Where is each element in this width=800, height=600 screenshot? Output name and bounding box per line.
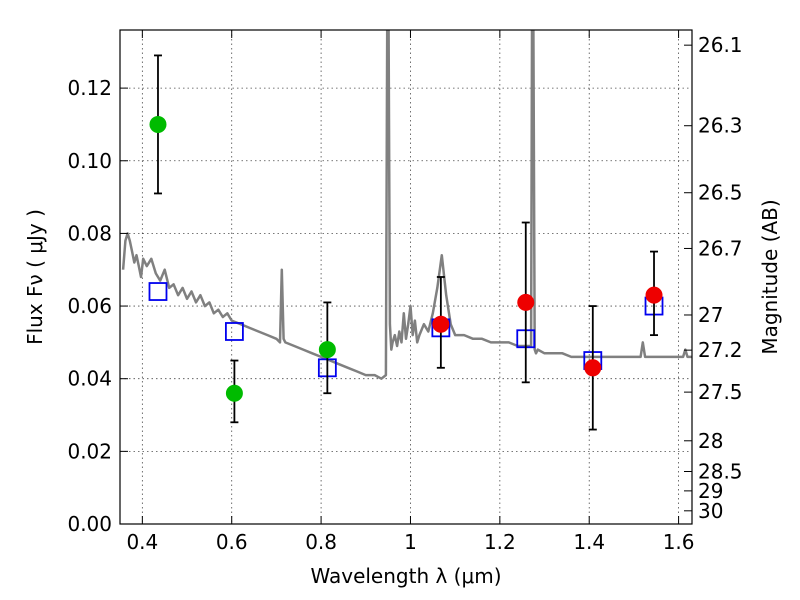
data-point	[517, 293, 535, 311]
x-tick-label: 1.4	[573, 530, 605, 554]
y-axis-label: Flux Fν ( μJy )	[23, 209, 47, 345]
magnitude-tick-label: 29	[698, 479, 723, 503]
y-tick-label: 0.08	[67, 221, 112, 245]
magnitude-tick-label: 30	[698, 499, 723, 523]
y-tick-label: 0.10	[67, 149, 112, 173]
grid-layer	[120, 30, 692, 525]
data-point	[584, 359, 602, 377]
y-tick-label: 0.02	[67, 439, 112, 463]
data-point	[432, 315, 450, 333]
y-tick-label: 0.12	[67, 76, 112, 100]
magnitude-tick-label: 27.5	[698, 380, 743, 404]
magnitude-tick-label: 26.1	[698, 33, 743, 57]
magnitude-tick-label: 28.5	[698, 459, 743, 483]
x-tick-label: 1.2	[484, 530, 516, 554]
model-spectrum-line	[121, 30, 692, 380]
y-tick-label: 0.06	[67, 294, 112, 318]
magnitude-axis-label: Magnitude (AB)	[758, 199, 782, 354]
data-point	[149, 115, 167, 133]
data-points-layer	[148, 54, 664, 431]
x-tick-label: 0.6	[216, 530, 248, 554]
magnitude-tick-label: 26.7	[698, 236, 743, 260]
magnitude-tick-label: 26.5	[698, 181, 743, 205]
x-tick-label: 0.4	[126, 530, 158, 554]
y-tick-label: 0.04	[67, 367, 112, 391]
x-tick-label: 1	[404, 530, 417, 554]
model-photometry-point	[148, 282, 168, 301]
model-photometry-point	[224, 322, 244, 341]
axes-layer: 0.4 0.6 0.8 1 1.2 1.4 1.6 0.00 0.02 0.04 0.06 0.08 0…	[67, 29, 743, 554]
magnitude-tick-label: 27	[698, 303, 723, 327]
x-tick-label: 0.8	[305, 530, 337, 554]
y-tick-label: 0.00	[67, 512, 112, 536]
x-axis-label: Wavelength λ (μm)	[310, 564, 501, 588]
x-tick-label: 1.6	[663, 530, 695, 554]
magnitude-tick-label: 28	[698, 429, 723, 453]
plot-frame	[119, 29, 693, 525]
data-point	[225, 384, 243, 402]
magnitude-tick-label: 27.2	[698, 338, 743, 362]
magnitude-tick-label: 26.3	[698, 114, 743, 138]
data-point	[645, 286, 663, 304]
data-point	[318, 341, 336, 359]
model-spectrum-layer	[121, 30, 692, 380]
